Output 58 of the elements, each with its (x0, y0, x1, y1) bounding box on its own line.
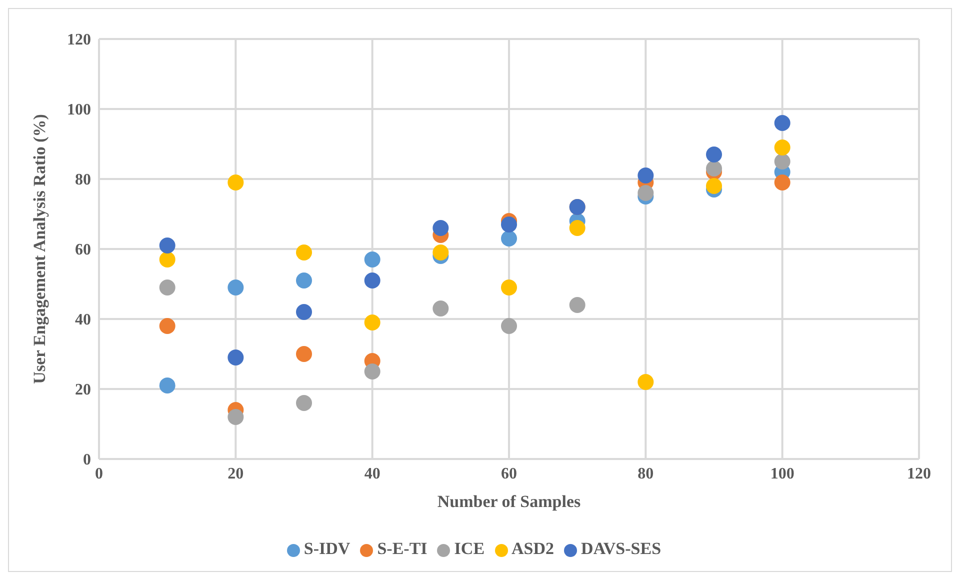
point (159, 238, 176, 254)
x-tick-label: 40 (364, 465, 380, 482)
point (432, 220, 449, 236)
point (364, 252, 380, 268)
point (364, 364, 380, 380)
point (432, 244, 449, 260)
point (296, 395, 312, 411)
point (296, 272, 312, 288)
legend-label: DAVS-SES (581, 539, 662, 558)
point (228, 174, 244, 190)
y-tick-label: 60 (75, 242, 91, 259)
x-tick-label: 0 (95, 465, 103, 482)
point (364, 272, 380, 288)
point (228, 409, 244, 425)
point (501, 216, 517, 232)
y-tick-label: 40 (75, 312, 91, 329)
point (296, 346, 312, 362)
point (296, 304, 312, 320)
x-tick-label: 100 (770, 465, 794, 482)
point (159, 280, 176, 296)
point (228, 280, 244, 296)
point (774, 115, 790, 131)
x-tick-label: 60 (501, 465, 517, 482)
y-tick-label: 100 (67, 102, 91, 119)
x-axis-title: Number of Samples (437, 492, 582, 511)
point (432, 300, 449, 316)
x-tick-label: 80 (638, 465, 654, 482)
point (159, 378, 176, 394)
point (638, 374, 654, 390)
point (569, 220, 586, 236)
legend-label: ICE (454, 539, 485, 558)
point (296, 244, 312, 260)
point (569, 297, 586, 313)
y-axis-title: User Engagement Analysis Ratio (%) (30, 114, 50, 384)
point (159, 318, 176, 334)
y-tick-label: 20 (75, 382, 91, 399)
point (706, 178, 722, 194)
point (638, 168, 654, 184)
legend-label: ASD2 (512, 539, 554, 558)
point (501, 318, 517, 334)
point (774, 174, 790, 190)
point (228, 350, 244, 366)
y-tick-label: 120 (67, 32, 91, 49)
point (706, 160, 722, 176)
point (638, 185, 654, 201)
point (501, 280, 517, 296)
legend-label: S-IDV (304, 539, 350, 558)
x-tick-label: 120 (907, 465, 931, 482)
legend-label: S-E-TI (377, 539, 428, 558)
y-tick-label: 0 (83, 452, 91, 469)
point (364, 314, 380, 330)
point (159, 252, 176, 268)
point (706, 146, 722, 162)
point (501, 230, 517, 246)
y-tick-label: 80 (75, 172, 91, 189)
point (774, 140, 790, 156)
point (774, 154, 790, 170)
x-tick-label: 20 (228, 465, 244, 482)
